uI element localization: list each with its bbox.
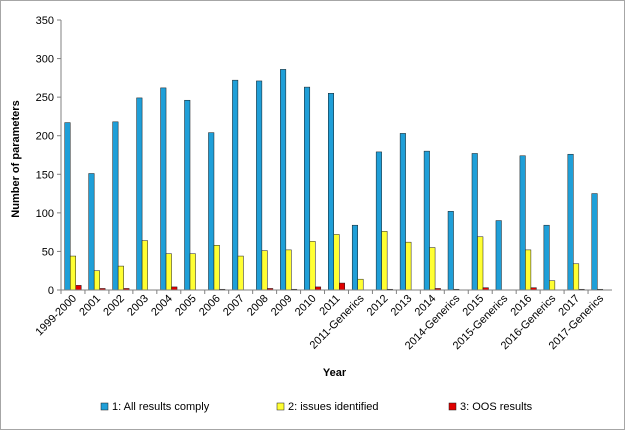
y-tick-label: 50 (42, 246, 54, 258)
bar-3-1999-2000 (75, 285, 82, 291)
bar-2-2016 (525, 249, 532, 291)
bars (64, 69, 604, 291)
bar-2-2010 (309, 241, 316, 291)
bar-2-2016-Generics (549, 280, 556, 291)
x-tick-label: 2010 (293, 293, 319, 319)
legend-item-1: 1: All results comply (100, 401, 210, 413)
x-tick-label: 2003 (125, 293, 151, 319)
x-tick-label: 2002 (101, 293, 127, 319)
bar-2-1999-2000 (69, 255, 76, 291)
bar-2-2012 (381, 231, 388, 291)
x-tick-label: 2013 (389, 293, 415, 319)
legend-swatch (448, 402, 457, 411)
y-tick-label: 0 (48, 285, 54, 297)
bar-1-2011-Generics (351, 224, 358, 291)
bar-1-2005 (184, 99, 191, 291)
bar-2-2006 (213, 245, 220, 291)
x-tick-label: 2004 (149, 293, 175, 319)
bar-2-2014 (429, 247, 436, 291)
bar-1-2012 (375, 151, 382, 291)
y-axis-ticks: 0 50 100 150 200 250 300 350 (36, 15, 61, 297)
x-tick-label: 2012 (365, 293, 391, 319)
bar-1-2006 (208, 132, 215, 291)
bar-1-2015 (471, 153, 478, 291)
bar-1-2002 (112, 121, 119, 291)
bar-1-2017 (567, 153, 574, 291)
bar-2-2003 (141, 240, 148, 291)
bar-2-2004 (165, 253, 172, 291)
x-tick-label: 2006 (197, 293, 223, 319)
x-tick-label: 2001 (77, 293, 103, 319)
y-tick-label: 250 (36, 92, 54, 104)
x-tick-label: 2008 (245, 293, 271, 319)
y-tick-label: 350 (36, 15, 54, 27)
bar-2-2017 (573, 263, 580, 291)
bar-1-2011 (328, 93, 334, 291)
bar-2-2008 (261, 250, 268, 291)
legend-swatch (100, 402, 109, 411)
bar-1-2001 (88, 173, 95, 291)
bar-3-2011 (339, 282, 345, 291)
bar-2-2013 (405, 241, 412, 291)
legend-item-2: 2: issues identified (276, 401, 379, 413)
bar-2-2011-Generics (357, 278, 364, 291)
bar-1-2007 (232, 79, 239, 291)
bar-1-2015-Generics (495, 220, 502, 291)
bar-2-2015 (477, 236, 484, 291)
x-tick-label: 2007 (221, 293, 247, 319)
legend-label: 1: All results comply (112, 401, 210, 413)
y-tick-label: 300 (36, 54, 54, 66)
bar-1-2004 (160, 87, 167, 291)
bar-1-2017-Generics (591, 193, 598, 291)
bar-2-2005 (189, 253, 196, 291)
legend-label: 3: OOS results (460, 401, 533, 413)
bar-1-2014-Generics (447, 211, 454, 291)
bar-1-2009 (280, 69, 287, 291)
bar-1-2016-Generics (543, 224, 550, 291)
bar-2-2011 (333, 234, 340, 291)
x-axis-title: Year (323, 367, 347, 379)
legend-swatch (276, 402, 285, 411)
bar-2-2001 (93, 270, 100, 291)
bar-2-2009 (285, 249, 292, 291)
x-axis-ticks: 1999-20002001200220032004200520062007200… (33, 290, 606, 352)
x-tick-label: 1999-2000 (33, 293, 79, 339)
y-tick-label: 200 (36, 131, 54, 143)
legend-item-3: 3: OOS results (448, 401, 533, 413)
y-axis-title: Number of parameters (10, 100, 22, 217)
legend-label: 2: issues identified (288, 401, 379, 413)
x-tick-label: 2005 (173, 293, 199, 319)
y-tick-label: 150 (36, 169, 54, 181)
bar-2-2007 (237, 255, 244, 291)
x-tick-label: 2009 (269, 293, 295, 319)
bar-2-2002 (117, 265, 124, 291)
bar-1-2003 (136, 97, 143, 291)
legend: 1: All results comply 2: issues identifie… (100, 401, 533, 413)
bar-1-2016 (519, 155, 526, 291)
y-tick-label: 100 (36, 208, 54, 220)
bar-1-2014 (423, 150, 430, 291)
bar-1-2008 (256, 80, 263, 291)
bar-1-2010 (304, 86, 311, 291)
bar-1-2013 (399, 133, 406, 291)
bar-1-1999-2000 (64, 122, 71, 291)
axes (60, 20, 612, 291)
